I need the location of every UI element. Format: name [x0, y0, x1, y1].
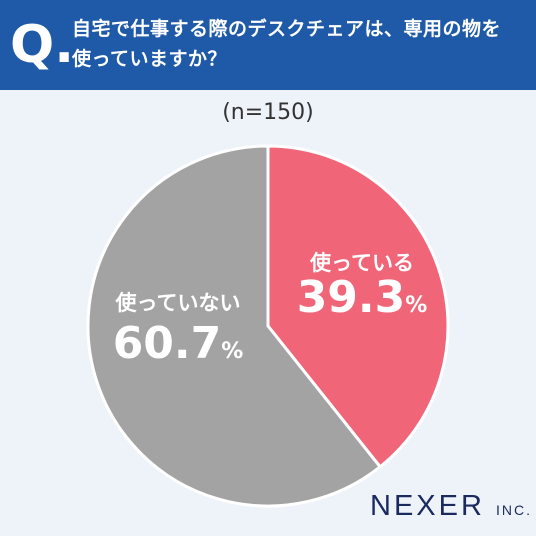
- brand-name: NEXER: [370, 490, 485, 522]
- brand-suffix: INC.: [495, 502, 532, 518]
- question-text: 自宅で仕事する際のデスクチェアは、専用の物を 使っていますか？: [72, 14, 527, 74]
- pie-slice-1: [266, 144, 450, 469]
- question-line-1: 自宅で仕事する際のデスクチェアは、専用の物を: [72, 18, 502, 40]
- pie-slice-2: [86, 144, 383, 508]
- question-header: Q. 自宅で仕事する際のデスクチェアは、専用の物を 使っていますか？: [0, 0, 536, 90]
- question-line-2: 使っていますか？: [72, 48, 228, 70]
- slice-value-1: 39.3%: [297, 272, 428, 323]
- slice-label-1: 使っている: [309, 251, 414, 275]
- brand-logo: NEXER INC.: [370, 490, 532, 523]
- question-mark: Q.: [10, 15, 74, 75]
- slice-label-2: 使っていない: [115, 291, 241, 315]
- sample-size-label: (n=150): [222, 100, 314, 125]
